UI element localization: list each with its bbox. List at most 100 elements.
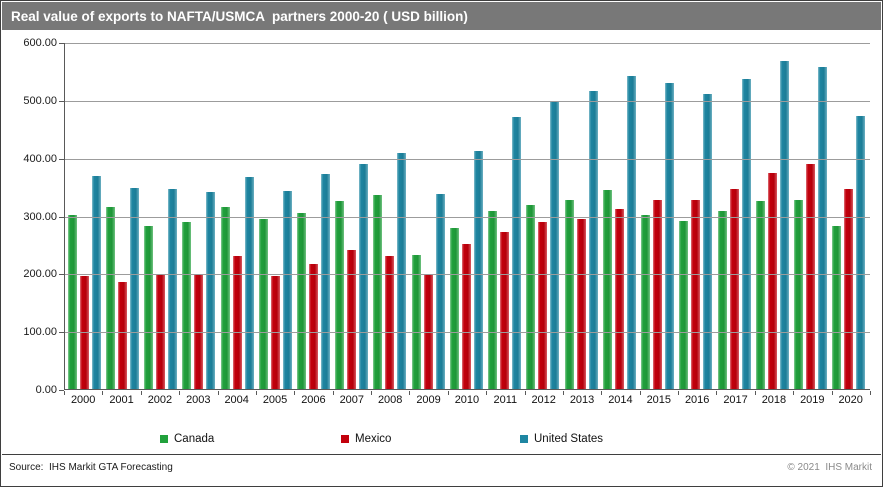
united-states-bar-2008 [397,153,407,389]
y-axis-label: 400.00 [23,153,57,165]
x-axis-tick [870,391,871,395]
x-axis-labels: 2000 2001 2002 2003 2004 2005 2006 2007 2008 2009… [64,394,870,406]
y-axis-tick [59,274,64,275]
legend-item-united-states: United States [520,433,603,445]
y-axis-tick [59,217,64,218]
canada-bar-2018 [755,201,765,389]
canada-bar-2013 [564,199,574,389]
mexico-bar-2001 [117,282,127,389]
x-axis-tick [524,391,526,395]
y-axis-label: 600.00 [23,37,57,49]
x-axis-tick [294,391,296,395]
gridline [65,101,870,102]
chart-area: 600.00 500.00 400.00 300.00 200.00 100.00 0.00… [1,31,882,411]
y-axis-tick [59,101,64,102]
united-states-bar-2010 [473,151,483,389]
x-axis-label-2000: 2000 [70,394,96,406]
mexico-bar-2002 [156,274,166,389]
bar-group-2000 [65,43,103,389]
y-axis-label: 500.00 [23,95,57,107]
bar-group-2009 [409,43,447,389]
canada-bar-2017 [717,210,727,389]
united-states-legend-marker-icon [520,435,528,443]
gridline [65,274,870,275]
x-axis-label-2013: 2013 [569,394,595,406]
canada-bar-2015 [641,214,651,389]
united-states-bar-2014 [626,75,636,389]
bar-group-2018 [753,43,791,389]
canada-bar-2012 [526,205,536,389]
x-axis-label-2012: 2012 [531,394,556,406]
mexico-bar-2008 [385,255,395,389]
x-axis-label-2016: 2016 [684,394,710,406]
x-axis-tick [678,391,680,395]
canada-bar-2004 [220,207,230,389]
x-axis-tick [217,391,219,395]
united-states-bar-2005 [282,190,292,389]
bar-group-2016 [677,43,715,389]
x-axis-label-2010: 2010 [454,394,480,406]
x-axis-label-2015: 2015 [646,394,672,406]
x-axis-tick [831,391,833,395]
united-states-bar-2016 [703,93,713,389]
y-axis-tick [59,43,64,44]
x-axis-tick [716,391,718,395]
canada-bar-2000 [67,214,77,389]
united-states-bar-2004 [244,176,254,389]
canada-bar-2016 [679,221,689,389]
gridline [65,217,870,218]
mexico-bar-2011 [500,231,510,389]
bar-group-2003 [180,43,218,389]
x-axis-label-2008: 2008 [377,394,403,406]
united-states-bar-2002 [168,189,178,389]
y-axis-tick [59,159,64,160]
mexico-bar-2013 [576,218,586,389]
gridline [65,332,870,333]
united-states-bar-2006 [321,174,331,389]
canada-bar-2001 [105,207,115,389]
gridline [65,159,870,160]
united-states-bar-2001 [129,188,139,389]
x-axis-label-2001: 2001 [109,394,134,406]
canada-bar-2003 [182,222,192,389]
x-axis-label-2002: 2002 [147,394,173,406]
x-axis-tick [64,391,65,395]
y-axis-tick [59,332,64,333]
x-axis-label-2004: 2004 [224,394,249,406]
canada-bar-2010 [449,228,459,389]
mexico-bar-2009 [423,273,433,389]
canada-bar-2006 [297,212,307,389]
bar-group-2014 [600,43,638,389]
x-axis-label-2014: 2014 [608,394,633,406]
mexico-bar-2004 [232,255,242,389]
bar-group-2004 [218,43,256,389]
mexico-bar-2018 [767,173,777,389]
mexico-bar-2017 [729,189,739,389]
mexico-bar-2019 [806,164,816,389]
y-axis-label: 0.00 [35,384,57,396]
x-axis-tick [409,391,411,395]
mexico-bar-2014 [614,208,624,389]
bar-group-2005 [256,43,294,389]
mexico-bar-2012 [538,222,548,389]
bar-group-2011 [486,43,524,389]
legend-item-canada: Canada [160,433,214,445]
united-states-bar-2015 [665,83,675,389]
x-axis-tick [754,391,756,395]
mexico-bar-2020 [844,189,854,389]
mexico-bar-2010 [461,243,471,389]
y-axis-label: 100.00 [23,326,57,338]
united-states-bar-2011 [512,117,522,389]
united-states-legend-label: United States [534,433,604,445]
united-states-bar-2017 [741,78,751,389]
canada-bar-2005 [258,219,268,389]
canada-bar-2009 [411,255,421,389]
bar-group-2006 [294,43,332,389]
mexico-bar-2015 [653,200,663,389]
bar-group-2019 [791,43,829,389]
x-axis-label-2017: 2017 [723,394,748,406]
gridline [65,43,870,44]
x-axis-label-2011: 2011 [493,394,518,406]
plot-area [64,43,870,390]
chart-title: Real value of exports to NAFTA/USMCA par… [11,8,468,24]
